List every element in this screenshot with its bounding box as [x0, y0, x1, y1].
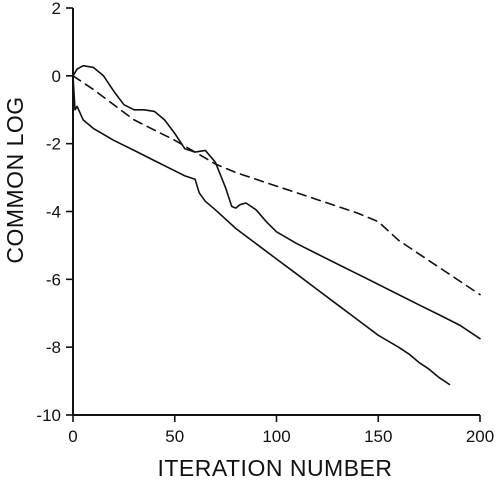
- y-ticks: 2 0 -2 -4 -6 -8 -10: [36, 0, 73, 425]
- y-axis-title: COMMON LOG: [2, 96, 28, 263]
- y-tick-label: -6: [46, 270, 61, 289]
- y-tick-label: -4: [46, 203, 61, 222]
- x-tick-label: 100: [262, 427, 290, 446]
- x-axis-title: ITERATION NUMBER: [157, 455, 392, 481]
- axes: [72, 8, 480, 416]
- y-tick-label: 0: [52, 67, 61, 86]
- x-tick-label: 200: [466, 427, 494, 446]
- y-tick-label: -2: [46, 135, 61, 154]
- y-tick-label: -8: [46, 338, 61, 357]
- series-line-1: [72, 75, 481, 296]
- x-tick-label: 50: [165, 427, 184, 446]
- x-ticks: 0 50 100 150 200: [68, 415, 494, 446]
- series-layer: [72, 64, 481, 386]
- x-tick-label: 150: [364, 427, 392, 446]
- y-tick-label: -10: [36, 406, 61, 425]
- series-line-3: [72, 75, 451, 386]
- series-line-2: [72, 64, 481, 340]
- x-tick-label: 0: [68, 427, 77, 446]
- y-tick-label: 2: [52, 0, 61, 18]
